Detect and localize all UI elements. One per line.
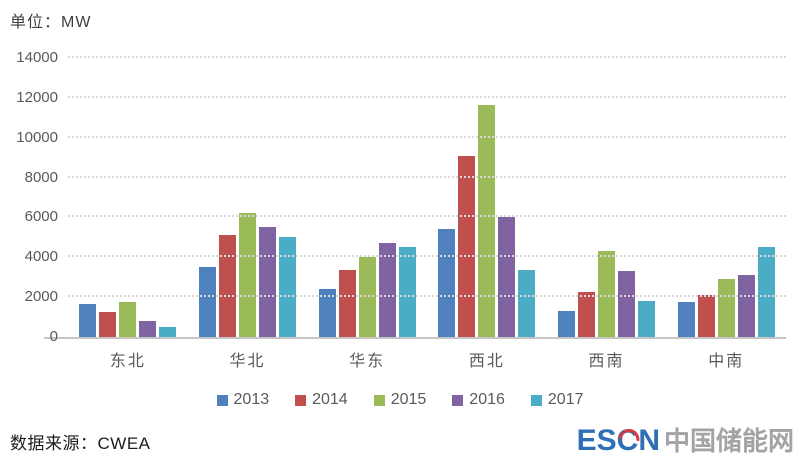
x-tick-label-西南: 西南 [588,353,625,370]
bar-东北-2015 [119,302,137,337]
y-tick-label-4000: 4000 [24,248,58,266]
bar-西北-2013 [438,229,456,337]
escn-logo-es: ES [576,424,617,457]
footer: 数据来源：CWEA ESC N 中国储能网 [10,424,794,458]
y-tick-label-6000: 6000 [24,208,58,226]
y-tick-label-8000: 8000 [24,168,58,186]
bar-东北-2014 [99,312,117,337]
y-tick-label-12000: 12000 [16,88,58,106]
bar-华东-2016 [378,243,396,337]
source-label: 数据来源：CWEA [10,433,151,453]
bar-华东-2017 [398,247,416,337]
bar-中南-2013 [677,302,695,337]
legend-label: 2014 [312,391,348,408]
x-tick-label-中南: 中南 [708,353,745,370]
escn-logo-n: N [638,424,660,457]
bar-西南-2014 [578,292,596,337]
legend-item-2016: 2016 [452,391,505,409]
bar-东北-2013 [79,304,97,337]
plot-area: 0 2000 4000 6000 8000 10000 12000 14000 [16,49,786,345]
legend-label: 2013 [233,391,270,408]
bar-华东-2013 [318,289,336,337]
gridline-8000 [68,175,786,178]
unit-label: 单位：MW [10,14,92,31]
bar-group-西南 [547,58,667,337]
bar-西北-2015 [478,104,496,337]
bar-东北-2016 [139,321,157,337]
bar-西北-2014 [458,155,476,337]
x-tick-label-华北: 华北 [229,353,266,370]
y-tick-label-14000: 14000 [16,49,58,66]
legend-label: 2017 [547,391,584,408]
bar-西南-2017 [638,301,656,337]
escn-logo-site-name: 中国储能网 [663,426,794,456]
escn-logo-c: C [616,424,641,457]
bar-西北-2017 [518,270,536,337]
legend-marker-icon [373,394,385,406]
legend-marker-icon [452,394,464,406]
bar-中南-2015 [717,279,735,337]
bar-group-华东 [307,58,427,337]
bar-华北-2017 [279,237,296,337]
gridline-10000 [68,135,786,138]
legend: 2013 2014 2015 2016 2017 [0,391,800,409]
bar-华东-2014 [338,270,356,337]
legend-item-2013: 2013 [216,391,270,409]
legend-item-2014: 2014 [295,391,348,409]
x-tick-label-西北: 西北 [468,353,505,370]
legend-marker-icon [530,394,542,406]
y-tick-label-0: 0 [49,328,58,345]
bar-华北-2014 [219,235,236,337]
bar-中南-2017 [757,247,775,337]
legend-label: 2015 [390,391,427,408]
bar-华北-2015 [239,213,256,337]
escn-logo: ESC N 中国储能网 [577,426,794,457]
gridline-4000 [68,255,786,258]
x-axis-labels: 东北 华北 华东 西北 西南 中南 [68,347,786,371]
escn-logo-text: ESC N [577,426,660,456]
gridline-2000 [68,295,786,298]
x-axis-line [44,337,786,339]
y-tick-label-2000: 2000 [24,288,58,306]
bar-华北-2013 [199,267,216,337]
x-tick-label-东北: 东北 [109,353,146,370]
y-tick-label-10000: 10000 [16,128,58,146]
gridline-6000 [68,215,786,218]
bar-group-东北 [68,58,188,337]
gridline-12000 [68,95,786,98]
bar-中南-2016 [737,275,755,337]
bar-西南-2013 [558,311,576,337]
bar-group-中南 [666,58,786,337]
x-tick-label-华东: 华东 [349,353,386,370]
bar-西南-2016 [618,271,636,337]
legend-marker-icon [295,394,307,406]
bar-华北-2016 [259,227,276,337]
legend-marker-icon [216,394,228,406]
bar-西南-2015 [598,251,616,337]
bar-group-华北 [188,58,308,337]
legend-item-2017: 2017 [530,391,584,409]
bar-西北-2016 [498,217,516,337]
gridline-14000 [68,56,786,58]
legend-item-2015: 2015 [373,391,427,409]
legend-label: 2016 [469,391,505,408]
bar-东北-2017 [159,327,177,337]
bar-中南-2014 [697,295,715,337]
